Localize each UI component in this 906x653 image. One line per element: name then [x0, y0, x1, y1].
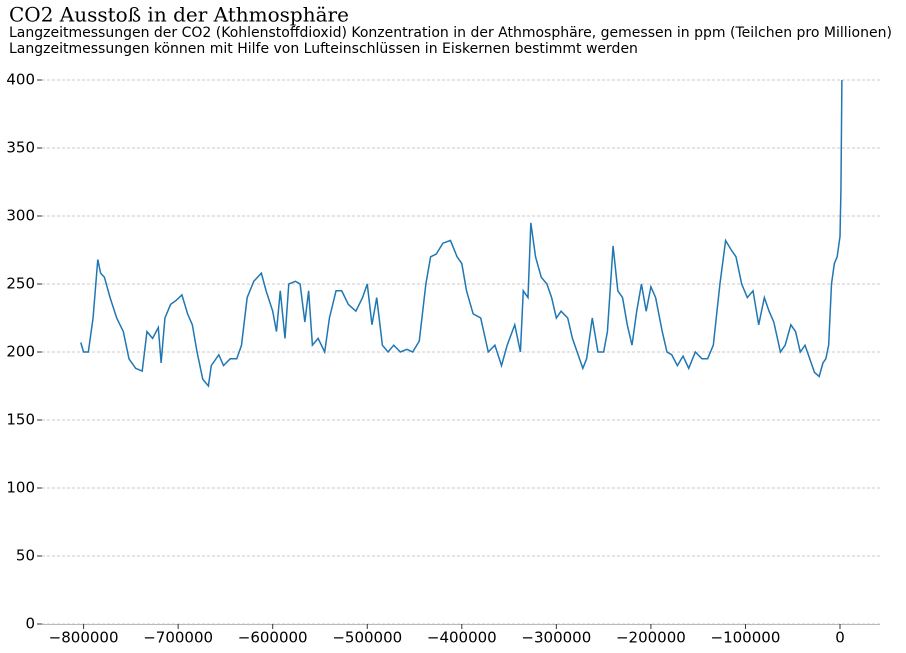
x-tick-label: 0 — [835, 629, 845, 647]
chart-title: CO2 Ausstoß in der Athmosphäre — [9, 3, 349, 27]
y-tick-label: 300 — [6, 207, 35, 225]
x-tick-label: −500000 — [332, 629, 402, 647]
x-tick-label: −100000 — [711, 629, 781, 647]
y-tick-label: 350 — [6, 139, 35, 157]
y-tick-label: 200 — [6, 343, 35, 361]
x-tick-label: −700000 — [143, 629, 213, 647]
y-tick-label: 400 — [6, 71, 35, 89]
x-tick-label: −300000 — [521, 629, 591, 647]
y-tick-label: 0 — [25, 615, 35, 633]
data-line — [80, 79, 843, 388]
chart-subtitle: Langzeitmessungen der CO2 (Kohlenstoffdi… — [9, 25, 892, 41]
x-tick-label: −600000 — [238, 629, 308, 647]
x-tick-label: −200000 — [616, 629, 686, 647]
x-tick-label: −400000 — [427, 629, 497, 647]
y-tick-label: 250 — [6, 275, 35, 293]
y-tick-label: 50 — [16, 547, 35, 565]
y-tick-label: 100 — [6, 479, 35, 497]
chart-subtitle: Langzeitmessungen können mit Hilfe von L… — [9, 41, 638, 57]
y-tick-label: 150 — [6, 411, 35, 429]
x-tick-label: −800000 — [49, 629, 119, 647]
